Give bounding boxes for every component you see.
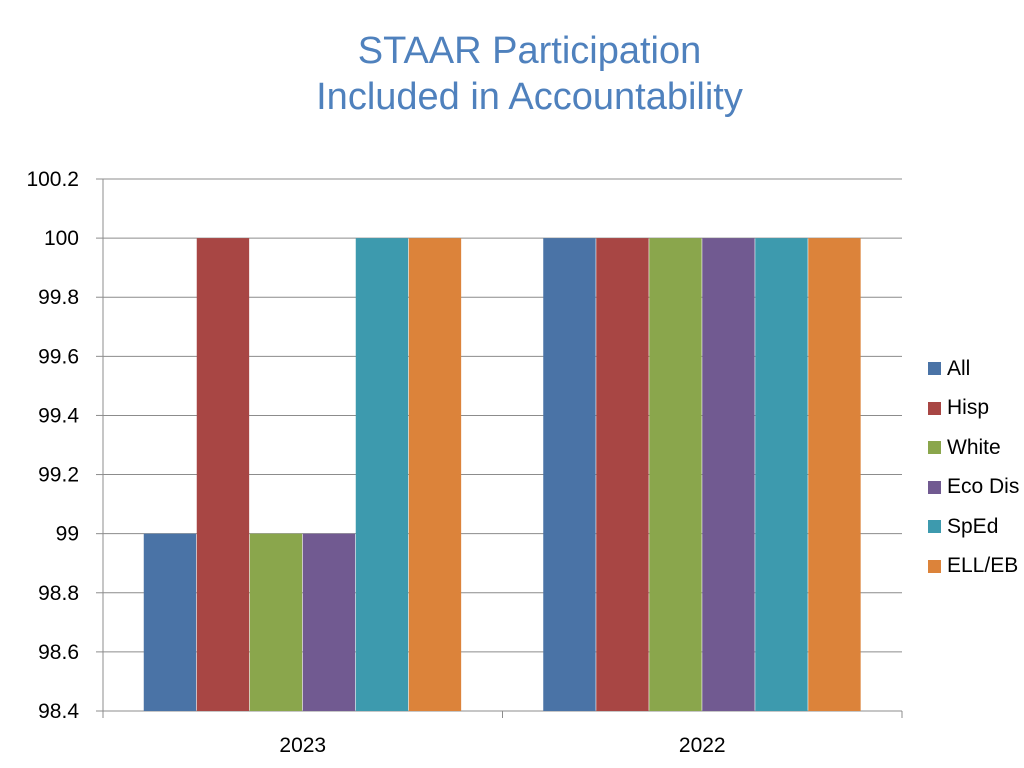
bar-ell-eb-2022: [808, 238, 861, 711]
bar-all-2022: [543, 238, 596, 711]
legend-item: SpEd: [928, 507, 1024, 547]
legend-label: SpEd: [947, 514, 999, 538]
bar-hisp-2022: [596, 238, 649, 711]
legend-item: Eco Dis: [928, 468, 1024, 508]
legend-swatch: [928, 401, 941, 415]
y-tick-label: 100.2: [26, 168, 79, 191]
bar-ell-eb-2023: [408, 238, 462, 711]
y-tick-label: 98.8: [38, 582, 79, 605]
legend-swatch: [928, 559, 941, 573]
legend-swatch: [928, 362, 941, 376]
bar-all-2023: [143, 533, 197, 711]
bar-eco-dis-2023: [302, 533, 356, 711]
legend-item: Hisp: [928, 389, 1024, 429]
chart-legend: All Hisp White Eco Dis SpEd ELL/EB: [928, 349, 1024, 586]
legend-swatch: [928, 520, 941, 534]
bar-sped-2023: [355, 238, 409, 711]
x-tick-label: 2023: [279, 734, 326, 757]
y-tick-label: 99.6: [38, 345, 79, 368]
legend-label: All: [947, 356, 971, 380]
y-tick-label: 99.2: [38, 464, 79, 487]
chart-title: STAAR Participation Included in Accounta…: [0, 28, 1024, 120]
legend-label: ELL/EB: [947, 554, 1019, 578]
bar-sped-2022: [755, 238, 808, 711]
legend-item: ELL/EB: [928, 547, 1024, 587]
y-tick-label: 99.8: [38, 286, 79, 309]
x-tick-label: 2022: [679, 734, 726, 757]
bar-eco-dis-2022: [702, 238, 755, 711]
y-tick-label: 99: [56, 523, 79, 546]
y-tick-label: 99.4: [38, 404, 79, 427]
bar-white-2023: [249, 533, 303, 711]
bar-white-2022: [649, 238, 702, 711]
legend-item: All: [928, 349, 1024, 389]
legend-item: White: [928, 428, 1024, 468]
bar-hisp-2023: [196, 238, 250, 711]
legend-label: White: [947, 435, 1001, 459]
chart-title-line-2: Included in Accountability: [316, 76, 743, 118]
legend-label: Eco Dis: [947, 475, 1020, 499]
y-tick-label: 98.6: [38, 641, 79, 664]
legend-label: Hisp: [947, 396, 990, 420]
y-tick-label: 100: [44, 227, 79, 250]
chart-title-line-1: STAAR Participation: [357, 30, 702, 72]
legend-swatch: [928, 480, 941, 494]
y-tick-label: 98.4: [38, 700, 79, 723]
legend-swatch: [928, 441, 941, 455]
